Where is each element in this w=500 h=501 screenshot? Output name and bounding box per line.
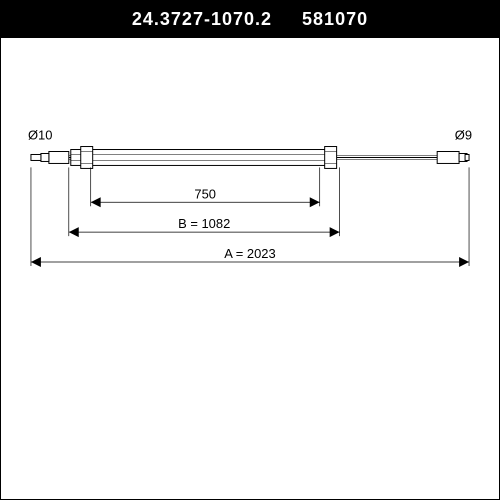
- part-ref-1: 24.3727-1070.2: [132, 9, 272, 30]
- header-bar: 24.3727-1070.2 581070: [1, 1, 499, 38]
- dim-inner-label: 750: [194, 186, 216, 201]
- dim-outer-label: A = 2023: [224, 246, 275, 261]
- dim-mid-label: B = 1082: [178, 216, 230, 231]
- drawing-area: Ø10 Ø9 750 B = 1082 A = 2023: [1, 38, 499, 496]
- left-diameter-label: Ø10: [28, 128, 52, 143]
- right-diameter-label: Ø9: [455, 128, 472, 143]
- part-ref-2: 581070: [302, 9, 368, 30]
- technical-drawing: Ø10 Ø9 750 B = 1082 A = 2023: [1, 38, 499, 496]
- diagram-container: 24.3727-1070.2 581070 Ø10 Ø9 750 B = 1082 A …: [0, 0, 500, 500]
